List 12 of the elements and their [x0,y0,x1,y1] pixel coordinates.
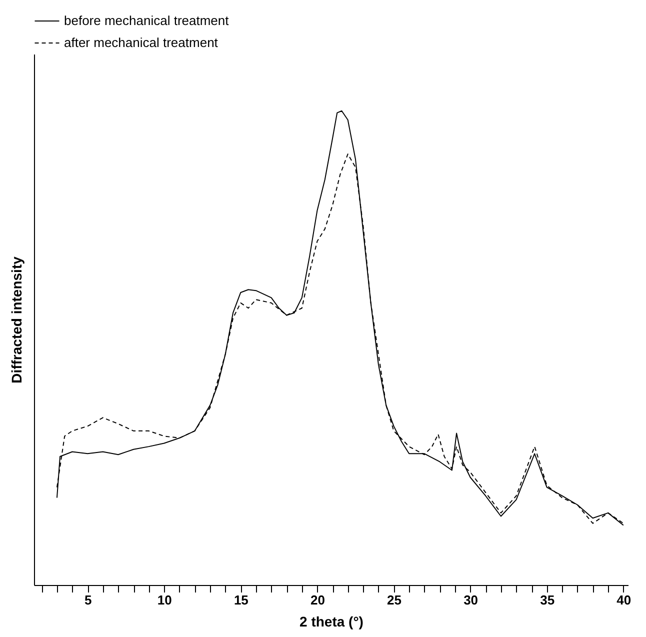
y-axis-title: Diffracted intensity [8,256,24,384]
legend-label: after mechanical treatment [64,35,218,50]
x-tick-label: 20 [310,592,325,608]
x-tick-label: 10 [157,592,172,608]
x-axis-title: 2 theta (°) [300,614,364,630]
x-tick-label: 5 [84,592,92,608]
x-tick-label: 40 [616,592,632,608]
x-tick-label: 25 [387,592,402,608]
x-tick-label: 30 [464,592,478,608]
x-tick-label: 35 [540,592,555,608]
x-tick-label: 15 [234,592,248,608]
legend-label: before mechanical treatment [64,13,230,28]
